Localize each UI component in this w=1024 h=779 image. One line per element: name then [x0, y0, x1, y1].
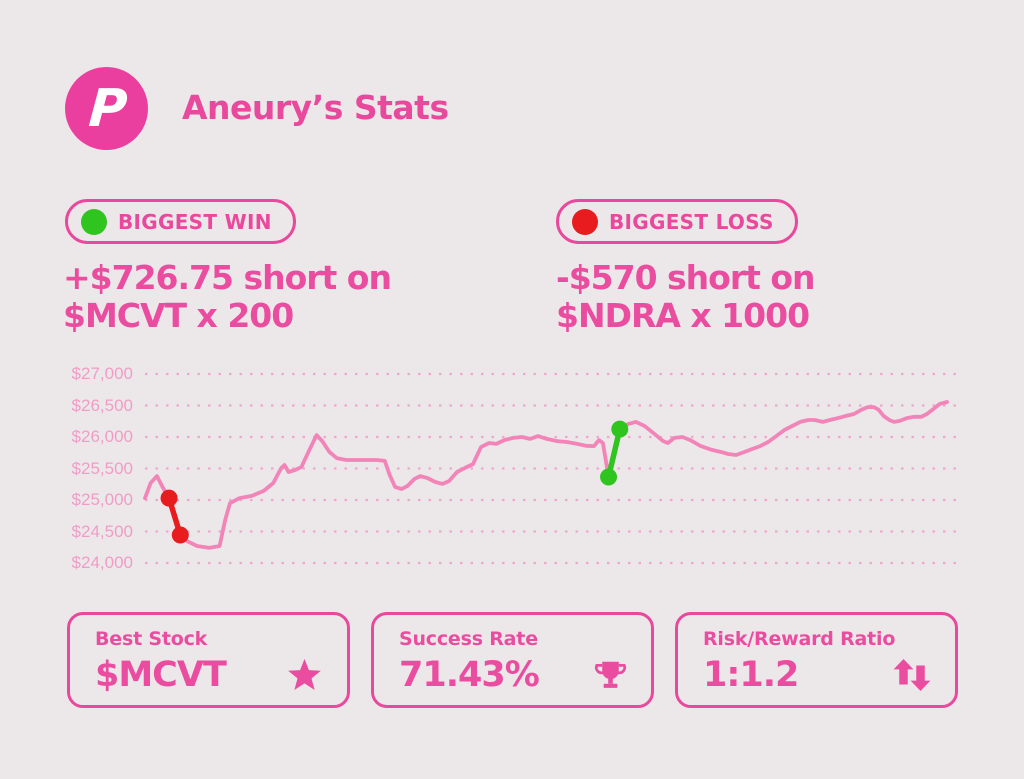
- star-icon: [286, 658, 323, 693]
- loss-marker-dot: [171, 526, 189, 544]
- biggest-loss-line1: -$570 short on: [556, 258, 816, 297]
- biggest-win-badge-label: BIGGEST WIN: [118, 209, 272, 234]
- best-stock-card: Best Stock $MCVT: [67, 612, 350, 708]
- loss-marker-dot: [160, 489, 178, 507]
- biggest-win-stat: +$726.75 short on $MCVT x 200: [63, 258, 392, 335]
- page-title: Aneury’s Stats: [182, 88, 449, 127]
- success-rate-label: Success Rate: [399, 628, 538, 650]
- risk-reward-card: Risk/Reward Ratio 1:1.2: [675, 612, 958, 708]
- win-dot-icon: [81, 208, 107, 235]
- y-axis-label: $26,000: [71, 427, 133, 446]
- biggest-win-badge: BIGGEST WIN: [65, 199, 296, 244]
- success-rate-value: 71.43%: [399, 655, 540, 695]
- account-value-chart: [143, 372, 960, 565]
- price-line: [143, 400, 949, 550]
- biggest-loss-line2: $NDRA x 1000: [556, 296, 810, 335]
- logo-p-icon: P: [87, 78, 130, 139]
- chart-plot: [143, 372, 960, 565]
- y-axis-label: $26,500: [71, 395, 133, 415]
- biggest-loss-badge-label: BIGGEST LOSS: [609, 209, 774, 234]
- y-axis-label: $24,000: [71, 553, 133, 572]
- biggest-win-line2: $MCVT x 200: [63, 296, 294, 335]
- y-axis-label: $27,000: [71, 364, 133, 383]
- loss-dot-icon: [572, 208, 598, 235]
- stat-cards: Best Stock $MCVT Success Rate 71.43%: [67, 612, 958, 708]
- success-rate-card: Success Rate 71.43%: [371, 612, 654, 708]
- risk-reward-value: 1:1.2: [703, 655, 799, 695]
- biggest-win-line1: +$726.75 short on: [63, 258, 392, 297]
- biggest-loss-badge: BIGGEST LOSS: [556, 199, 798, 244]
- win-marker-dot: [611, 420, 629, 438]
- y-axis-label: $25,000: [71, 490, 133, 509]
- best-stock-value: $MCVT: [95, 655, 227, 695]
- risk-reward-label: Risk/Reward Ratio: [703, 628, 896, 650]
- up-down-arrows-icon: [893, 658, 931, 692]
- y-axis-label: $24,500: [71, 521, 133, 541]
- win-marker-dot: [600, 468, 618, 486]
- trophy-icon: [594, 659, 627, 692]
- y-axis-label: $25,500: [71, 458, 133, 478]
- biggest-loss-stat: -$570 short on $NDRA x 1000: [556, 258, 816, 335]
- app-logo: P: [65, 67, 148, 150]
- best-stock-label: Best Stock: [95, 628, 208, 650]
